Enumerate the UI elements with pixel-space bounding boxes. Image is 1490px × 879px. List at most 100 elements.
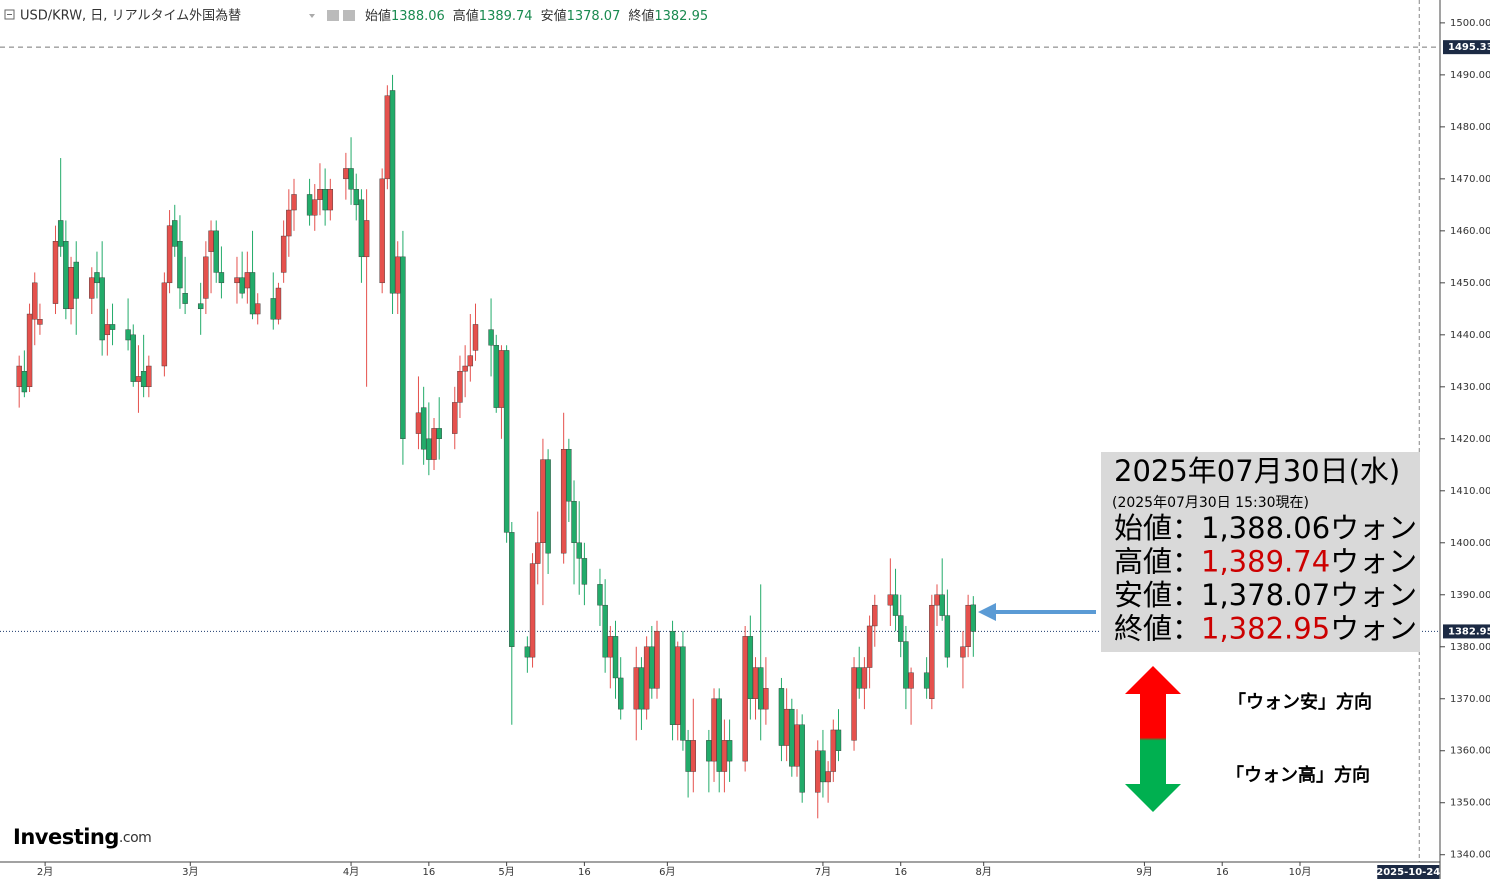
settings-icon[interactable] <box>327 10 339 21</box>
candle-body <box>104 324 111 336</box>
candle-body <box>758 667 764 710</box>
x-tick-label: 5月 <box>498 866 514 878</box>
x-tick-label: 8月 <box>975 866 991 878</box>
settings-icon[interactable] <box>343 10 355 21</box>
candle-body <box>970 604 977 632</box>
candle-body <box>358 199 365 258</box>
candle-body <box>353 189 359 206</box>
info-row-value: 1,382.95 <box>1201 612 1330 646</box>
candle-body <box>783 708 790 746</box>
candle-body <box>52 241 59 304</box>
candle-body <box>312 199 318 216</box>
candle-body <box>488 329 494 346</box>
candle-body <box>37 319 43 325</box>
candle-body <box>960 646 966 658</box>
candle-body <box>130 334 136 382</box>
candle-body <box>249 272 256 315</box>
candle-body <box>498 350 505 408</box>
collapse-icon[interactable] <box>4 9 15 20</box>
direction-arrow <box>1125 666 1181 812</box>
candle-body <box>643 646 650 710</box>
x-tick-label: 16 <box>894 867 907 878</box>
candle-body <box>182 293 188 304</box>
candle-body <box>16 365 22 388</box>
candle-body <box>726 740 733 762</box>
info-row-unit: ウォン <box>1330 511 1417 545</box>
candle-body <box>649 646 655 689</box>
info-box <box>1101 452 1420 652</box>
candle-body <box>654 630 660 689</box>
candle-body <box>706 740 712 762</box>
y-tick-label: 1360.00 <box>1450 746 1490 757</box>
info-row-value: 1,378.07 <box>1201 578 1330 612</box>
y-tick-label: 1380.00 <box>1450 642 1490 653</box>
ohlc-label: 終値 <box>628 8 654 24</box>
candle-body <box>892 594 899 616</box>
candle-body <box>270 298 276 320</box>
logo: Investing.com <box>13 825 151 849</box>
y-tick-label: 1500.00 <box>1450 18 1490 29</box>
candle-body <box>716 698 722 772</box>
candle-body <box>436 428 442 439</box>
candle-body <box>68 267 74 310</box>
candle-body <box>234 277 240 284</box>
candle-body <box>820 750 826 783</box>
candle-body <box>778 688 785 746</box>
candle-body <box>94 272 100 284</box>
candle-body <box>540 459 546 543</box>
pointer-arrowhead <box>978 603 996 621</box>
plot-area <box>0 0 1440 862</box>
candle-body <box>306 194 313 216</box>
candle-body <box>452 402 458 434</box>
candle-body <box>944 615 951 658</box>
info-row: 終値：1,382.95ウォン <box>1114 612 1417 646</box>
candle-body <box>763 688 769 710</box>
candle-body <box>929 604 935 699</box>
ohlc-label: 安値 <box>541 8 567 24</box>
info-row-unit: ウォン <box>1330 578 1417 612</box>
candle-body <box>363 220 370 258</box>
y-tick-label: 1420.00 <box>1450 434 1490 445</box>
candle-body <box>529 563 536 658</box>
candle-body <box>286 209 292 237</box>
x-tick-label: 16 <box>1216 867 1229 878</box>
date-marker-badge <box>1377 865 1440 879</box>
logo-suffix: .com <box>119 830 151 846</box>
candle-body <box>560 448 567 554</box>
candle-body <box>244 272 251 289</box>
candle-body <box>135 376 142 382</box>
info-row-label: 終値： <box>1114 612 1201 646</box>
candle-body <box>89 277 95 299</box>
candle-body <box>161 282 168 367</box>
direction-down-label: 「ウォン高」方向 <box>1226 764 1370 786</box>
candle-body <box>825 771 831 783</box>
candle-body <box>125 329 131 341</box>
candle-body <box>462 365 468 372</box>
candle-body <box>747 636 754 699</box>
candle-body <box>457 371 463 403</box>
candle-body <box>146 365 152 388</box>
ohlc-label: 始値 <box>365 8 391 24</box>
x-tick-label: 9月 <box>1136 866 1152 878</box>
candle-body <box>493 345 499 408</box>
candle-body <box>669 630 676 725</box>
candle-body <box>903 641 909 689</box>
candle-body <box>856 667 862 689</box>
y-tick-label: 1390.00 <box>1450 590 1490 601</box>
info-row-unit: ウォン <box>1330 612 1417 646</box>
ohlc-value: 1378.07 <box>567 9 621 24</box>
info-row: 始値：1,388.06ウォン <box>1114 511 1417 545</box>
x-tick-label: 7月 <box>815 866 831 878</box>
candle-body <box>939 594 945 616</box>
candle-body <box>400 256 406 439</box>
candle-body <box>597 584 603 606</box>
candle-body <box>280 235 287 273</box>
candle-body <box>965 604 971 647</box>
candle-body <box>835 729 842 751</box>
ohlc-label: 高値 <box>453 8 479 24</box>
dropdown-icon[interactable] <box>309 14 315 18</box>
candle-body <box>830 729 837 772</box>
y-tick-label: 1340.00 <box>1450 850 1490 861</box>
candle-body <box>898 615 904 642</box>
